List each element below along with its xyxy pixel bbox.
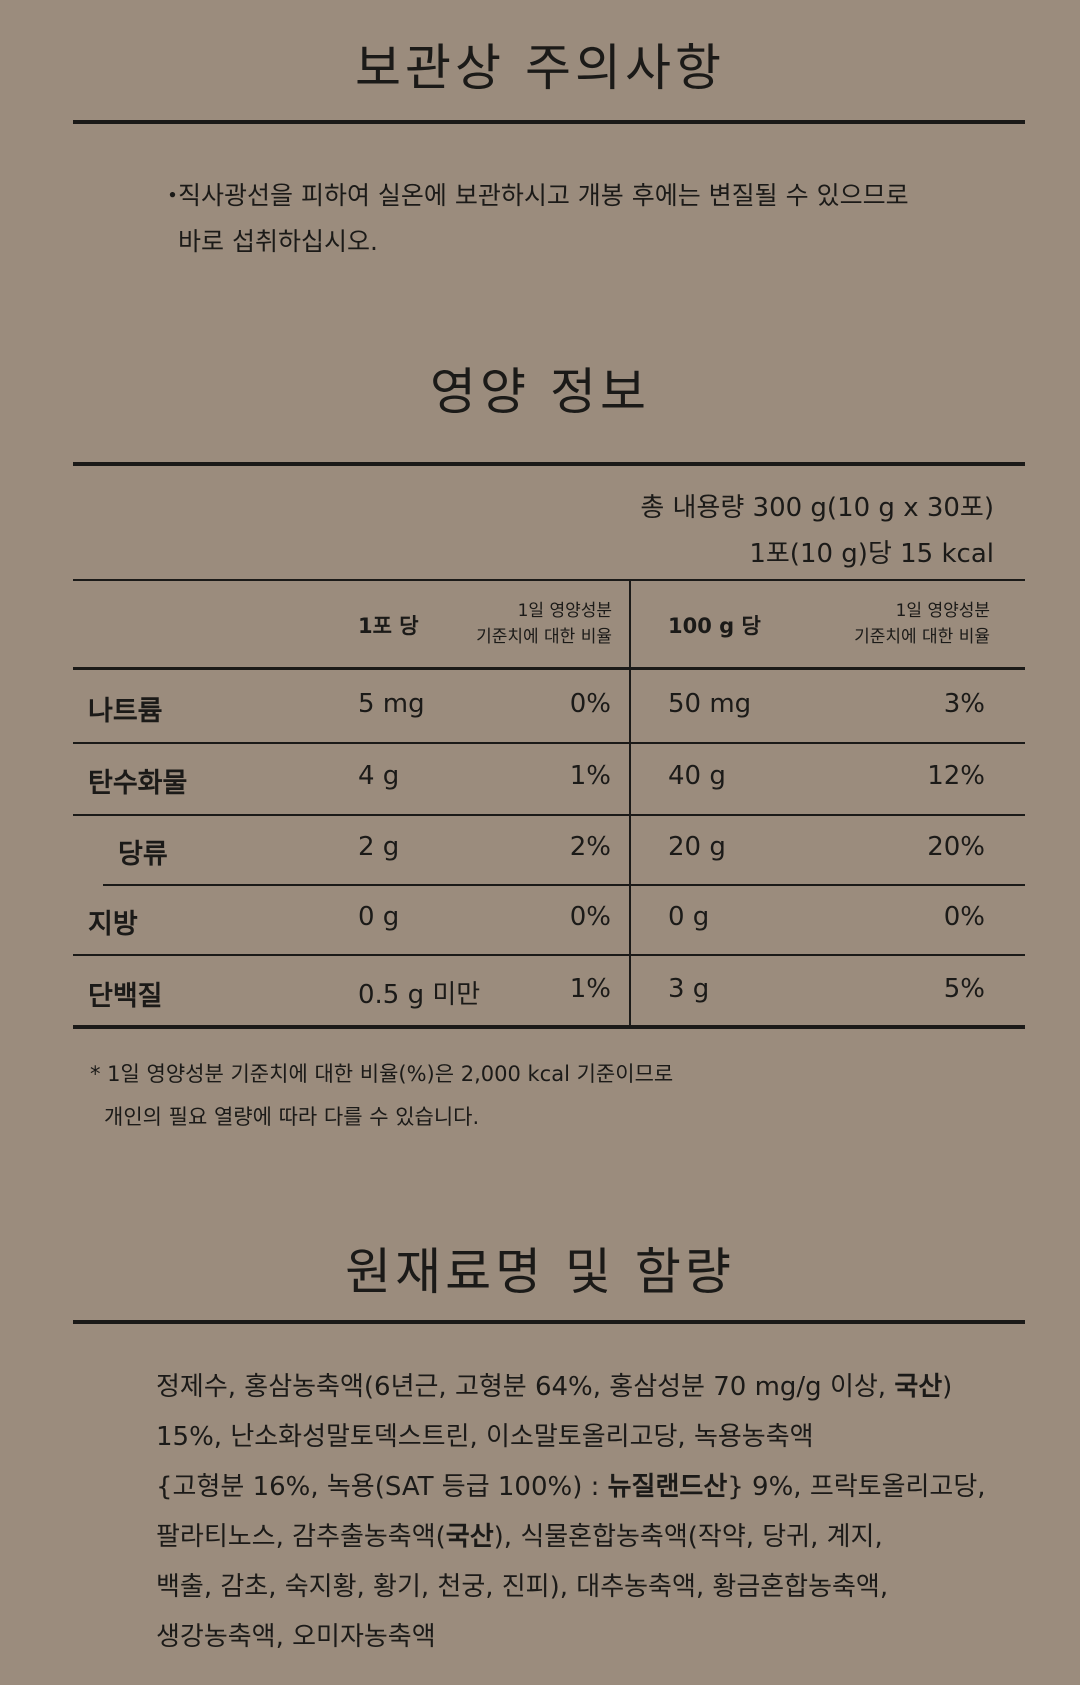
storage-title: 보관상 주의사항 bbox=[355, 39, 725, 97]
footnote-line: 개인의 필요 열량에 따라 다를 수 있습니다. bbox=[104, 1105, 480, 1129]
ingredients-line: 팔라티노스, 감추출농축액(국산), 식물혼합농축액(작약, 당귀, 계지, bbox=[156, 1512, 1056, 1562]
per-pack-value: 0.5 g 미만 bbox=[358, 979, 481, 1010]
per-pack-percent: 0% bbox=[569, 689, 611, 719]
ingredients-title: 원재료명 및 함량 bbox=[345, 1243, 735, 1301]
divider bbox=[73, 667, 1025, 670]
ingredients-line: {고형분 16%, 녹용(SAT 등급 100%) : 뉴질랜드산} 9%, 프… bbox=[156, 1462, 1056, 1512]
per-pack-percent: 0% bbox=[569, 902, 611, 932]
header-per-100g: 100 g 당 bbox=[668, 614, 761, 638]
ingredient-text: ), 식물혼합농축액(작약, 당귀, 계지, bbox=[493, 1522, 883, 1552]
nutrient-name: 지방 bbox=[88, 909, 138, 940]
storage-text-line: 직사광선을 피하여 실온에 보관하시고 개봉 후에는 변질될 수 있으므로 bbox=[178, 181, 909, 210]
footnote-line: * 1일 영양성분 기준치에 대한 비율(%)은 2,000 kcal 기준이므… bbox=[90, 1062, 674, 1086]
ingredient-text: } 9%, 프락토올리고당, bbox=[727, 1472, 986, 1502]
origin-bold: 국산 bbox=[445, 1522, 494, 1552]
nutrition-title: 영양 정보 bbox=[430, 363, 650, 421]
per-100g-percent: 3% bbox=[943, 689, 985, 719]
ingredient-text: ) bbox=[942, 1372, 953, 1402]
divider bbox=[73, 579, 1025, 581]
per-pack-percent: 1% bbox=[569, 761, 611, 791]
per-100g-value: 50 mg bbox=[668, 689, 752, 719]
per-pack-percent: 2% bbox=[569, 832, 611, 862]
header-ratio-line: 1일 영양성분 bbox=[517, 601, 612, 621]
per-pack-value: 4 g bbox=[358, 761, 400, 791]
ingredients-line: 백출, 감초, 숙지황, 황기, 천궁, 진피), 대추농축액, 황금혼합농축액… bbox=[156, 1572, 889, 1602]
ingredients-line: 생강농축액, 오미자농축액 bbox=[156, 1622, 436, 1652]
per-100g-percent: 20% bbox=[927, 832, 985, 862]
per-100g-percent: 0% bbox=[943, 902, 985, 932]
origin-bold: 국산 bbox=[894, 1372, 943, 1402]
ingredients-line: 15%, 난소화성말토덱스트린, 이소말토올리고당, 녹용농축액 bbox=[156, 1422, 814, 1452]
per-100g-value: 20 g bbox=[668, 832, 726, 862]
per-100g-percent: 12% bbox=[927, 761, 985, 791]
storage-text-line: 바로 섭취하십시오. bbox=[178, 227, 378, 256]
divider bbox=[73, 1320, 1025, 1324]
per-pack-percent: 1% bbox=[569, 973, 611, 1004]
origin-bold: 뉴질랜드산 bbox=[607, 1472, 728, 1502]
per-100g-percent: 5% bbox=[943, 973, 985, 1004]
header-ratio-line: 기준치에 대한 비율 bbox=[476, 627, 612, 647]
divider bbox=[73, 120, 1025, 124]
nutrient-name: 단백질 bbox=[88, 980, 163, 1012]
row-divider bbox=[73, 742, 1025, 744]
row-divider bbox=[103, 884, 1025, 886]
ingredient-text: 팔라티노스, 감추출농축액( bbox=[156, 1522, 446, 1552]
per-pack-value: 2 g bbox=[358, 832, 400, 862]
nutrient-name: 탄수화물 bbox=[88, 768, 188, 799]
divider bbox=[73, 462, 1025, 466]
column-divider bbox=[629, 580, 631, 1027]
divider bbox=[73, 1025, 1025, 1029]
nutrient-name: 나트륨 bbox=[88, 696, 163, 727]
bullet: ・ bbox=[160, 181, 186, 210]
total-content: 총 내용량 300 g(10 g x 30포) bbox=[640, 493, 994, 523]
ingredients-text: 정제수, 홍삼농축액(6년근, 고형분 64%, 홍삼성분 70 mg/g 이상… bbox=[156, 1362, 1056, 1662]
header-ratio-line: 기준치에 대한 비율 bbox=[854, 627, 990, 647]
per-100g-value: 40 g bbox=[668, 761, 726, 791]
header-ratio-line: 1일 영양성분 bbox=[895, 601, 990, 621]
kcal-per-pack: 1포(10 g)당 15 kcal bbox=[749, 539, 994, 569]
ingredient-text: 정제수, 홍삼농축액(6년근, 고형분 64%, 홍삼성분 70 mg/g 이상… bbox=[156, 1372, 895, 1402]
per-pack-value: 0 g bbox=[358, 902, 400, 932]
row-divider bbox=[73, 814, 1025, 816]
row-divider bbox=[73, 954, 1025, 956]
header-per-pack: 1포 당 bbox=[358, 614, 419, 638]
nutrient-name: 당류 bbox=[118, 839, 168, 870]
per-100g-value: 3 g bbox=[668, 973, 710, 1004]
ingredients-line: 정제수, 홍삼농축액(6년근, 고형분 64%, 홍삼성분 70 mg/g 이상… bbox=[156, 1362, 1056, 1412]
per-pack-value: 5 mg bbox=[358, 689, 425, 719]
per-100g-value: 0 g bbox=[668, 902, 710, 932]
ingredient-text: {고형분 16%, 녹용(SAT 등급 100%) : bbox=[156, 1472, 608, 1502]
